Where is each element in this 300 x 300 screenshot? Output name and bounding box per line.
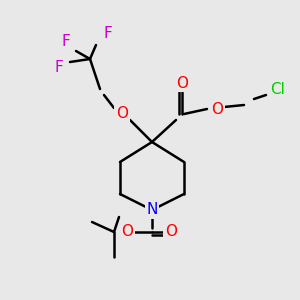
Text: O: O [176,76,188,91]
Text: N: N [146,202,158,217]
Text: O: O [165,224,177,239]
Text: F: F [55,61,63,76]
Text: O: O [116,106,128,122]
Text: F: F [103,26,112,40]
Text: Cl: Cl [271,82,285,98]
Text: O: O [211,101,223,116]
Text: F: F [61,34,70,49]
Text: O: O [121,224,133,239]
